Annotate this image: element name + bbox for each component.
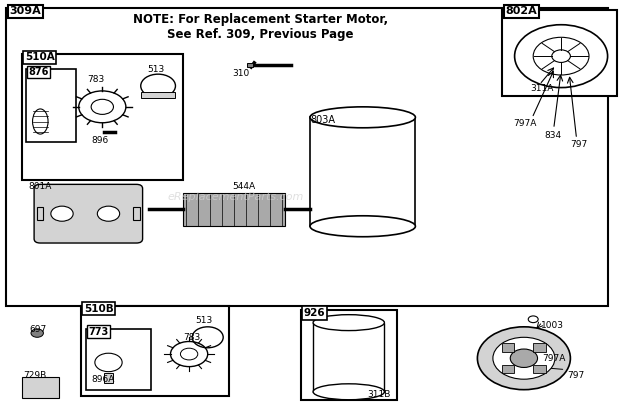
Bar <box>533 344 546 352</box>
Bar <box>86 329 151 390</box>
Bar <box>533 365 546 373</box>
Text: 803A: 803A <box>310 115 335 125</box>
Bar <box>247 63 253 67</box>
Text: 797: 797 <box>570 140 588 149</box>
Text: 510A: 510A <box>25 52 55 62</box>
Circle shape <box>51 206 73 221</box>
Text: NOTE: For Replacement Starter Motor,
See Ref. 309, Previous Page: NOTE: For Replacement Starter Motor, See… <box>133 13 388 41</box>
Text: 801A: 801A <box>28 182 51 191</box>
Text: 310: 310 <box>232 69 250 78</box>
Bar <box>104 373 113 383</box>
Text: 311A: 311A <box>530 84 554 93</box>
Bar <box>141 92 175 98</box>
Bar <box>22 54 183 180</box>
Text: 876: 876 <box>29 67 49 77</box>
Text: 783: 783 <box>87 75 104 84</box>
Text: 834: 834 <box>544 131 562 140</box>
Text: 773: 773 <box>89 327 109 337</box>
Text: 797A: 797A <box>542 354 566 363</box>
Bar <box>502 10 617 96</box>
Ellipse shape <box>313 315 384 331</box>
Bar <box>502 365 515 373</box>
Text: 797A: 797A <box>513 119 537 128</box>
Text: 697: 697 <box>30 325 47 334</box>
Ellipse shape <box>313 384 384 400</box>
Bar <box>81 306 229 396</box>
Text: 513: 513 <box>148 65 165 74</box>
Circle shape <box>510 349 538 367</box>
Ellipse shape <box>310 107 415 128</box>
Bar <box>502 344 515 352</box>
Circle shape <box>493 337 555 379</box>
Text: 926: 926 <box>304 308 326 318</box>
Text: 309A: 309A <box>9 6 41 16</box>
Circle shape <box>477 327 570 390</box>
Bar <box>37 207 43 220</box>
Text: eReplacementParts.com: eReplacementParts.com <box>167 192 304 202</box>
Bar <box>133 207 140 220</box>
Text: 311B: 311B <box>367 390 391 398</box>
Ellipse shape <box>310 216 415 237</box>
Text: 510B: 510B <box>84 304 113 314</box>
Text: 729B: 729B <box>24 371 47 380</box>
Circle shape <box>97 206 120 221</box>
Bar <box>310 117 415 226</box>
Text: 896: 896 <box>92 136 109 145</box>
Text: 544A: 544A <box>232 182 255 191</box>
FancyBboxPatch shape <box>34 184 143 243</box>
Text: 513: 513 <box>195 316 213 325</box>
Bar <box>183 193 285 226</box>
Bar <box>313 323 384 392</box>
Text: 1003: 1003 <box>541 321 564 329</box>
Circle shape <box>31 329 43 337</box>
Text: 783: 783 <box>183 333 200 342</box>
Bar <box>301 310 397 400</box>
Bar <box>6 8 608 306</box>
Bar <box>26 69 76 142</box>
Text: 797: 797 <box>567 371 585 380</box>
Text: 802A: 802A <box>505 6 537 16</box>
Text: 896A: 896A <box>92 375 115 384</box>
Bar <box>22 377 59 398</box>
